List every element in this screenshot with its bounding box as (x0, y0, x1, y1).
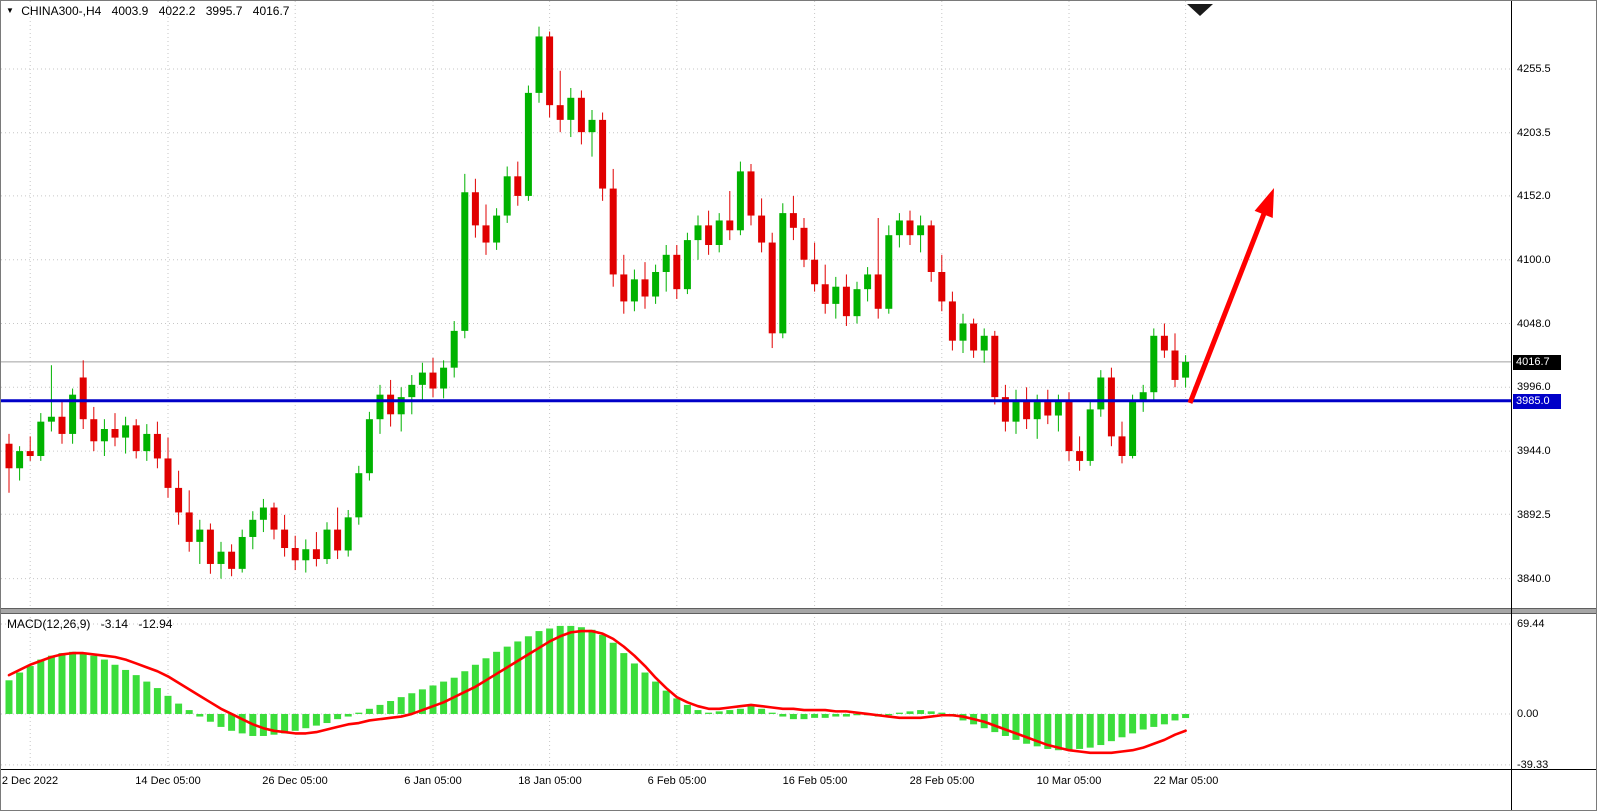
time-tick: 10 Mar 05:00 (1036, 775, 1102, 787)
current-price-tag: 4016.7 (1513, 355, 1561, 370)
panel-separator[interactable] (1, 608, 1597, 614)
price-tick: 3840.0 (1517, 573, 1551, 585)
time-tick: 16 Feb 05:00 (782, 775, 848, 787)
price-axis[interactable]: 4255.5 4203.5 4152.0 4100.0 4048.0 3996.… (1512, 1, 1596, 810)
chart-shift-marker-icon[interactable] (1187, 4, 1213, 16)
support-price-tag: 3985.0 (1513, 394, 1561, 409)
grid-layer (1, 1, 1511, 769)
symbol-timeframe-label: CHINA300-,H4 (21, 4, 102, 18)
time-tick: 28 Feb 05:00 (909, 775, 975, 787)
ohlc-open: 4003.9 (111, 4, 149, 18)
time-tick: 6 Feb 05:00 (647, 775, 707, 787)
macd-tick: -39.33 (1517, 759, 1549, 771)
price-tick: 4152.0 (1517, 190, 1551, 202)
price-tick: 4255.5 (1517, 63, 1551, 75)
ohlc-low: 3995.7 (205, 4, 243, 18)
macd-tick: 69.44 (1517, 618, 1545, 630)
time-tick: 26 Dec 05:00 (262, 775, 328, 787)
time-tick: 6 Jan 05:00 (404, 775, 462, 787)
collapse-triangle-icon[interactable]: ▼ (6, 6, 14, 15)
macd-name: MACD(12,26,9) (7, 617, 91, 631)
macd-indicator-label: MACD(12,26,9) -3.14 -12.94 (7, 617, 179, 631)
macd-main-value: -3.14 (100, 617, 129, 631)
ohlc-high: 4022.2 (158, 4, 196, 18)
trend-arrow[interactable] (1187, 188, 1274, 404)
price-tick: 4203.5 (1517, 127, 1551, 139)
price-tick: 3892.5 (1517, 509, 1551, 521)
time-tick: 14 Dec 05:00 (135, 775, 201, 787)
macd-histogram (5, 625, 1190, 751)
price-tick: 4048.0 (1517, 318, 1551, 330)
chart-title: ▼ CHINA300-,H4 4003.9 4022.2 3995.7 4016… (6, 4, 289, 18)
ohlc-close: 4016.7 (252, 4, 290, 18)
macd-tick: 0.00 (1517, 708, 1539, 720)
price-tick: 3996.0 (1517, 381, 1551, 393)
macd-signal-line (7, 629, 1187, 755)
time-tick: 2 Dec 2022 (1, 775, 59, 787)
time-tick: 18 Jan 05:00 (518, 775, 582, 787)
time-axis[interactable]: 2 Dec 2022 14 Dec 05:00 26 Dec 05:00 6 J… (1, 770, 1596, 810)
macd-signal-value: -12.94 (138, 617, 173, 631)
time-tick: 22 Mar 05:00 (1153, 775, 1219, 787)
candles-layer[interactable] (5, 26, 1190, 579)
price-tick: 3944.0 (1517, 445, 1551, 457)
price-tick: 4100.0 (1517, 254, 1551, 266)
